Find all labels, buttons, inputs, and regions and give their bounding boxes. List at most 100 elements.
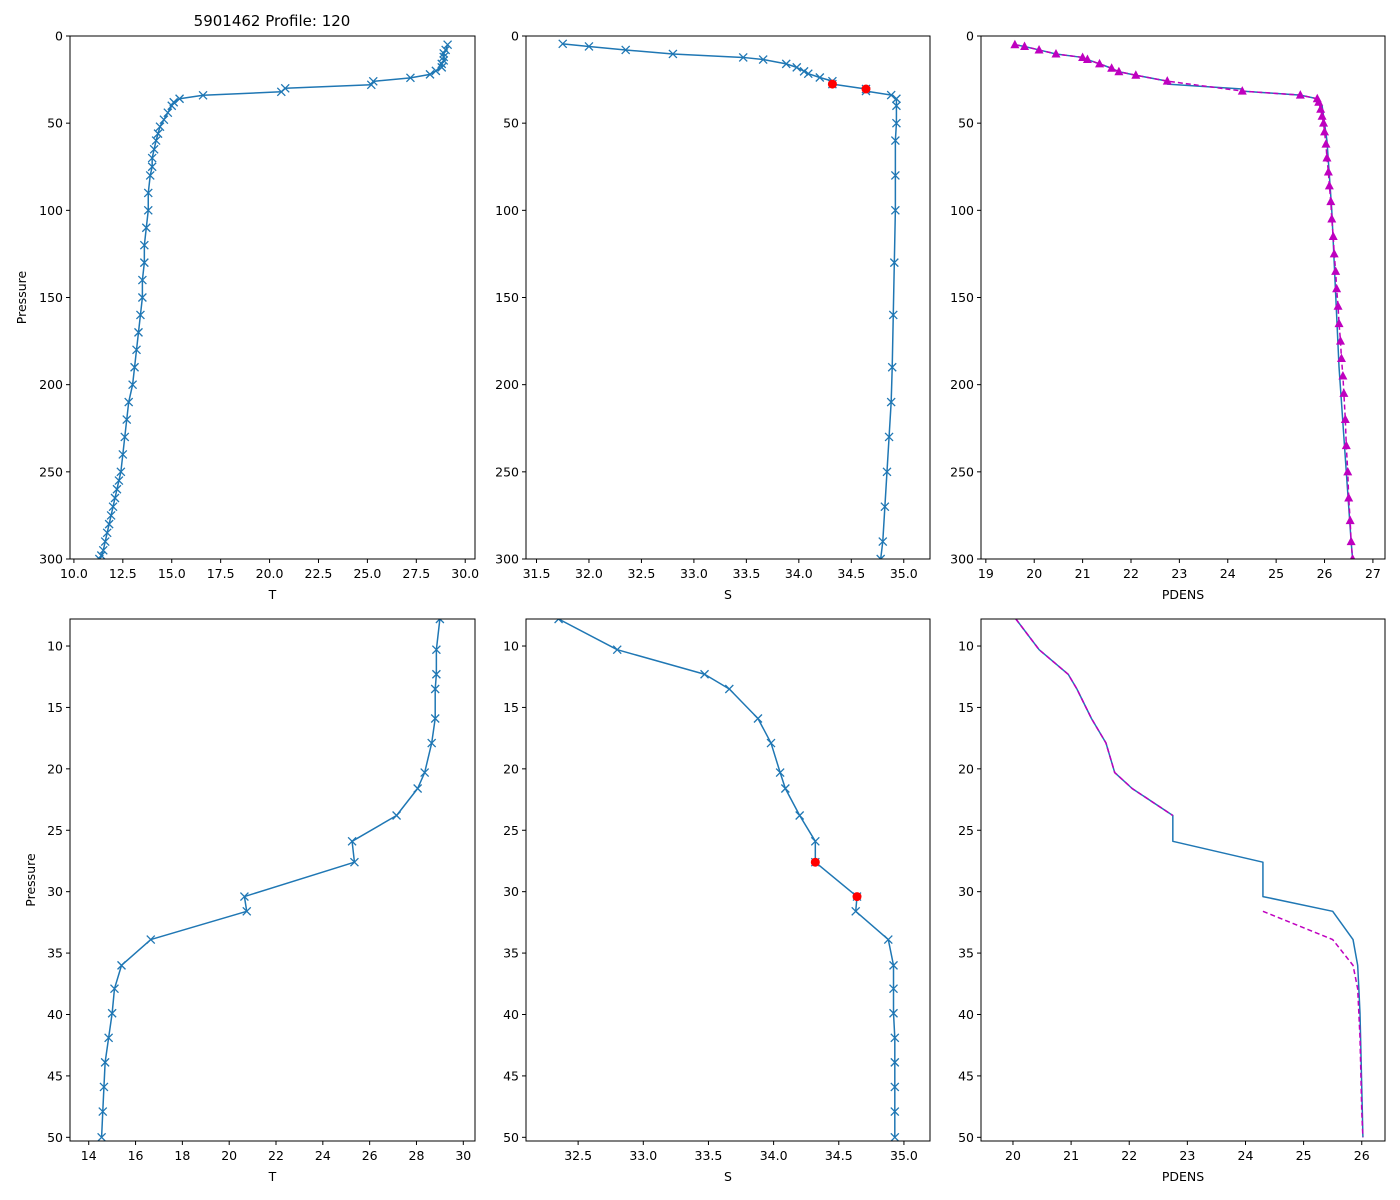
- x-tick-label: 26: [1317, 566, 1333, 581]
- data-point: [1051, 48, 1061, 58]
- data-point: [155, 122, 165, 132]
- data-point: [347, 836, 357, 846]
- y-tick-label: 150: [495, 290, 519, 305]
- x-tick-label: 20: [1005, 1148, 1021, 1163]
- y-tick-label: 25: [47, 823, 63, 838]
- x-tick-label: 30: [455, 1148, 471, 1163]
- axes-frame: [980, 618, 1386, 1142]
- y-tick-label: 250: [495, 464, 519, 479]
- data-point: [405, 73, 415, 83]
- axes-frame: [980, 35, 1386, 560]
- y-tick-label: 40: [47, 1007, 63, 1022]
- data-point: [889, 984, 898, 994]
- x-tick-label: 24: [1238, 1148, 1254, 1163]
- data-point: [753, 714, 763, 723]
- data-point: [1010, 39, 1020, 49]
- plot-area: [1015, 619, 1364, 1138]
- y-tick-label: 20: [47, 761, 63, 776]
- data-point: [117, 960, 126, 970]
- data-point: [1328, 231, 1338, 240]
- y-tick-label: 100: [39, 203, 63, 218]
- data-point: [143, 188, 153, 198]
- data-point: [889, 1008, 898, 1018]
- data-point: [242, 906, 252, 916]
- highlight-point: [827, 79, 837, 89]
- subplot-top-PDENS: 19 20 21 22 23 24 25 26 27 0 50 100 150 200 250 300 PDEN…: [950, 29, 1386, 602]
- data-point: [431, 669, 441, 679]
- subplot-bottom-PDENS: 20 21 22 23 24 25 26 10 15 20 25 30 35 40 45 50 PDENS: [958, 618, 1386, 1184]
- data-point: [1343, 466, 1353, 476]
- data-point: [198, 90, 208, 100]
- y-tick-label: 45: [47, 1068, 63, 1083]
- data-point: [882, 467, 892, 477]
- y-tick-label: 45: [503, 1068, 519, 1083]
- data-point: [890, 136, 900, 146]
- subplot-top-S: 31.5 32.0 32.5 33.0 33.5 34.0 34.5 35.0 0 50 100 15…: [495, 29, 931, 602]
- data-point: [276, 87, 286, 97]
- x-tick-label: 35.0: [890, 566, 918, 581]
- plot-area: [97, 619, 445, 1141]
- data-point: [1317, 111, 1327, 120]
- y-tick-label: 10: [503, 639, 519, 654]
- data-point: [891, 94, 901, 104]
- y-tick-label: 150: [950, 290, 974, 305]
- y-tick-label: 25: [503, 823, 519, 838]
- series-line-1: [1015, 619, 1174, 817]
- axes-frame: [525, 618, 931, 1142]
- x-tick-label: 21: [1063, 1148, 1079, 1163]
- x-axis-label: PDENS: [1162, 1169, 1204, 1184]
- x-tick-label: 26: [1354, 1148, 1370, 1163]
- data-point: [149, 144, 159, 154]
- x-tick-label: 33.5: [695, 1148, 723, 1163]
- y-tick-label: 30: [503, 884, 519, 899]
- data-point: [97, 1132, 107, 1141]
- y-tick-label: 200: [39, 377, 63, 392]
- axes-frame: [525, 35, 931, 560]
- x-tick-label: 15.0: [158, 566, 186, 581]
- y-tick-label: 50: [47, 1130, 63, 1145]
- data-point: [134, 327, 143, 337]
- data-point: [1326, 196, 1336, 206]
- data-point: [1082, 54, 1092, 64]
- data-point: [108, 502, 118, 512]
- y-axis-label: Pressure: [14, 271, 29, 325]
- data-point: [104, 519, 114, 529]
- data-point: [876, 554, 886, 559]
- x-tick-label: 32.5: [564, 1148, 592, 1163]
- data-point: [128, 380, 138, 390]
- highlight-point: [810, 857, 820, 867]
- data-point: [420, 768, 430, 777]
- data-point: [890, 1132, 900, 1141]
- y-tick-label: 40: [503, 1007, 519, 1022]
- y-tick-label: 35: [503, 946, 519, 961]
- data-point: [98, 1107, 108, 1116]
- x-tick-label: 12.5: [109, 566, 137, 581]
- subplot-top-T: 10.0 12.5 15.0 17.5 20.0 22.5 25.0 27.5 30.0 0 50 1…: [14, 29, 479, 603]
- axes-frame: [69, 618, 476, 1142]
- data-point: [621, 45, 631, 55]
- x-tick-label: 31.5: [523, 566, 551, 581]
- x-tick-label: 21: [1075, 566, 1091, 581]
- y-tick-label: 40: [958, 1007, 974, 1022]
- data-point: [425, 69, 435, 79]
- data-point: [94, 554, 104, 559]
- y-tick-label: 10: [958, 639, 974, 654]
- x-tick-label: 23: [1179, 1148, 1195, 1163]
- data-point: [810, 836, 820, 846]
- y-tick-label: 30: [958, 884, 974, 899]
- x-tick-label: 25: [1296, 1148, 1312, 1163]
- data-point: [137, 293, 147, 302]
- series-line-0: [558, 619, 896, 1138]
- data-point: [153, 129, 163, 139]
- data-point: [439, 48, 449, 58]
- data-point: [1346, 536, 1356, 546]
- data-point: [738, 52, 748, 62]
- data-point: [1324, 180, 1334, 190]
- data-point: [883, 935, 893, 945]
- data-point: [700, 669, 710, 679]
- data-point: [890, 1057, 900, 1067]
- data-point: [104, 1033, 114, 1043]
- x-axis-label: S: [724, 587, 732, 602]
- x-axis-label: S: [724, 1169, 732, 1184]
